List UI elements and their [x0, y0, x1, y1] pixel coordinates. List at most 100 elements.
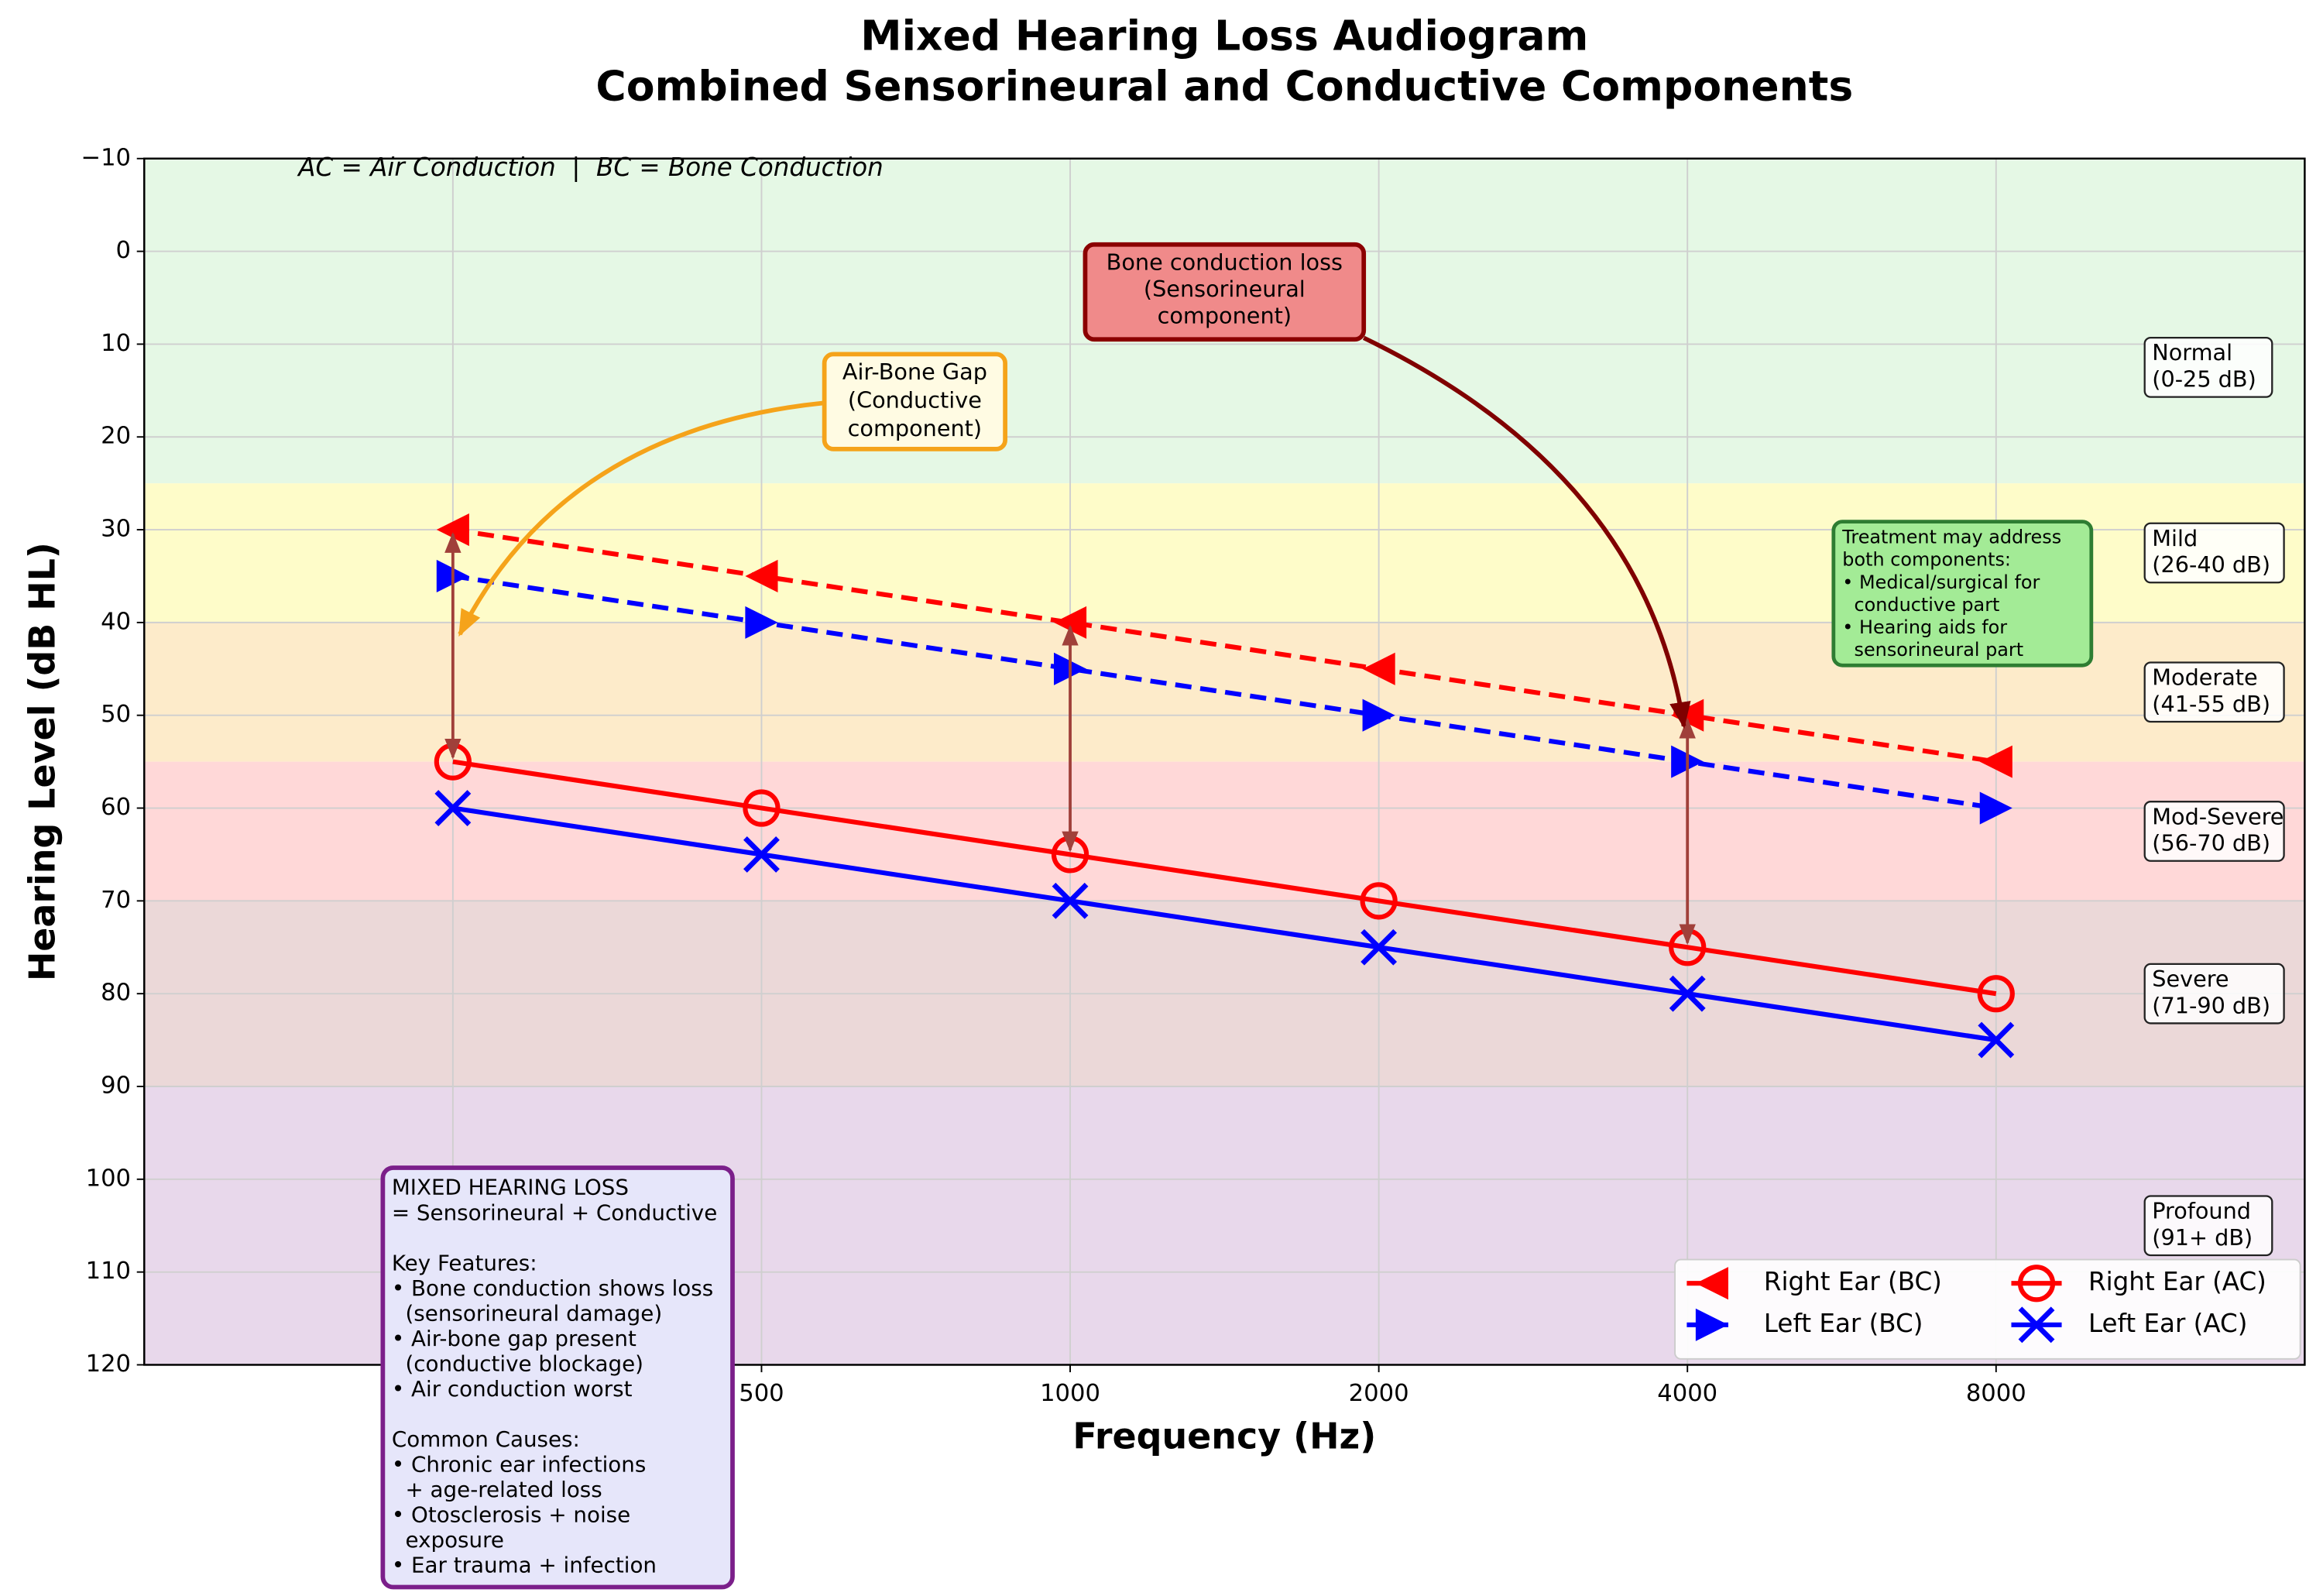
x-tick-label: 8000 [1966, 1380, 2026, 1407]
annotation-text: • Hearing aids for [1842, 616, 2007, 638]
marker [1695, 1267, 1728, 1300]
x-tick-label: 4000 [1657, 1380, 1717, 1407]
y-tick-label: 30 [101, 516, 131, 543]
data [434, 513, 2015, 1059]
series-line [452, 573, 1997, 811]
band-label: Mild [2152, 525, 2198, 551]
marker [1361, 928, 1398, 966]
band-label: Mod-Severe [2152, 803, 2284, 829]
annotation-text: • Medical/surgical for [1842, 571, 2040, 593]
chart-title: Mixed Hearing Loss Audiogram [860, 11, 1588, 60]
legend-label: Left Ear (BC) [1764, 1309, 1923, 1338]
y-tick-label: 120 [86, 1351, 131, 1378]
marker [1977, 975, 2015, 1013]
annotation-box [1083, 242, 1367, 342]
y-tick-label: −10 [81, 144, 131, 171]
info-text: • Ear trauma + infection [392, 1553, 657, 1578]
legend-label: Right Ear (BC) [1764, 1267, 1942, 1296]
y-tick-label: 10 [101, 330, 131, 357]
series-line [452, 759, 1997, 997]
marker [434, 790, 472, 826]
y-tick-label: 20 [101, 423, 131, 450]
annotation-box [1831, 520, 2094, 668]
band-label-box [2143, 661, 2285, 723]
band-label: (41-55 dB) [2152, 691, 2270, 717]
x-axis-label: Frequency (Hz) [1072, 1416, 1376, 1457]
marker [1669, 975, 1706, 1012]
band-label: Normal [2152, 339, 2232, 366]
band-label: Profound [2152, 1198, 2251, 1224]
annotation-text: sensorineural part [1842, 639, 2023, 661]
info-text: • Otosclerosis + noise [392, 1502, 630, 1528]
marker [1979, 745, 2012, 778]
overlay: Normal(0-25 dB) Mild(26-40 dB) Moderate(41… [143, 157, 2306, 1590]
band-label: (0-25 dB) [2152, 366, 2256, 393]
band-label-box [2143, 1195, 2273, 1257]
info-text: MIXED HEARING LOSS [392, 1175, 629, 1200]
marker [745, 559, 778, 593]
marker [1978, 1021, 2015, 1059]
band-label: (91+ dB) [2152, 1224, 2253, 1251]
x-tick-label: 500 [739, 1380, 784, 1407]
series-line [452, 805, 1997, 1043]
info-text: Key Features: [392, 1250, 537, 1275]
annotation-text: Air-Bone Gap [842, 359, 987, 385]
band-label: (56-70 dB) [2152, 830, 2270, 856]
legend-label: Left Ear (AC) [2088, 1309, 2247, 1338]
annotation-arrow [1362, 335, 1691, 729]
annotation-text: component) [1158, 303, 1292, 329]
band-label-box [2143, 336, 2273, 398]
chart-subtitle: Combined Sensorineural and Conductive Co… [595, 61, 1853, 110]
info-text: + age-related loss [392, 1477, 602, 1502]
info-text: = Sensorineural + Conductive [392, 1200, 717, 1225]
band-label: (71-90 dB) [2152, 992, 2270, 1018]
x-tick-label: 1000 [1040, 1380, 1100, 1407]
band-label-box [2143, 963, 2285, 1025]
annotation-text: component) [848, 415, 982, 441]
info-text: Common Causes: [392, 1426, 580, 1452]
y-tick-label: 100 [86, 1165, 131, 1192]
note: AC = Air Conduction | BC = Bone Conducti… [297, 153, 883, 182]
annotation-text: Bone conduction loss [1107, 249, 1343, 276]
info-text: (conductive blockage) [392, 1351, 643, 1376]
annotation-text: (Sensorineural [1144, 276, 1306, 302]
info-text: • Air-bone gap present [392, 1326, 637, 1351]
band-label-box [2143, 522, 2285, 584]
y-tick-label: 90 [101, 1072, 131, 1099]
marker [1695, 1308, 1728, 1341]
band-label: Severe [2152, 966, 2229, 992]
marker [1360, 882, 1398, 920]
marker [745, 606, 778, 639]
band-label: Moderate [2152, 664, 2257, 691]
annotation-text: (Conductive [848, 387, 982, 414]
y-tick-label: 40 [101, 608, 131, 635]
marker [1362, 652, 1395, 685]
info-text: exposure [392, 1527, 504, 1553]
series-line [452, 527, 1997, 764]
y-tick-label: 60 [101, 794, 131, 821]
y-tick-label: 110 [86, 1258, 131, 1285]
marker [743, 789, 781, 827]
x-tick-label: 2000 [1349, 1380, 1409, 1407]
annotation-text: conductive part [1842, 594, 1999, 616]
annotation-text: both components: [1842, 549, 2011, 571]
y-tick-label: 80 [101, 980, 131, 1007]
marker [1979, 791, 2012, 825]
y-axis-label: Hearing Level (dB HL) [22, 542, 63, 981]
legend-box [1674, 1258, 2301, 1360]
band-label-box [2143, 801, 2285, 862]
y-tick-label: 0 [116, 237, 131, 264]
annotation-box [822, 352, 1007, 451]
annotation-text: Treatment may address [1841, 527, 2061, 548]
marker [2018, 1306, 2055, 1344]
info-text: • Bone conduction shows loss [392, 1275, 713, 1301]
plot-frame [143, 157, 2306, 1366]
annotation-arrow [458, 400, 824, 637]
info-text: • Chronic ear infections [392, 1452, 646, 1478]
marker [2017, 1265, 2056, 1303]
marker [1052, 882, 1089, 919]
info-text: (sensorineural damage) [392, 1300, 662, 1326]
info-text: • Air conduction worst [392, 1376, 633, 1402]
